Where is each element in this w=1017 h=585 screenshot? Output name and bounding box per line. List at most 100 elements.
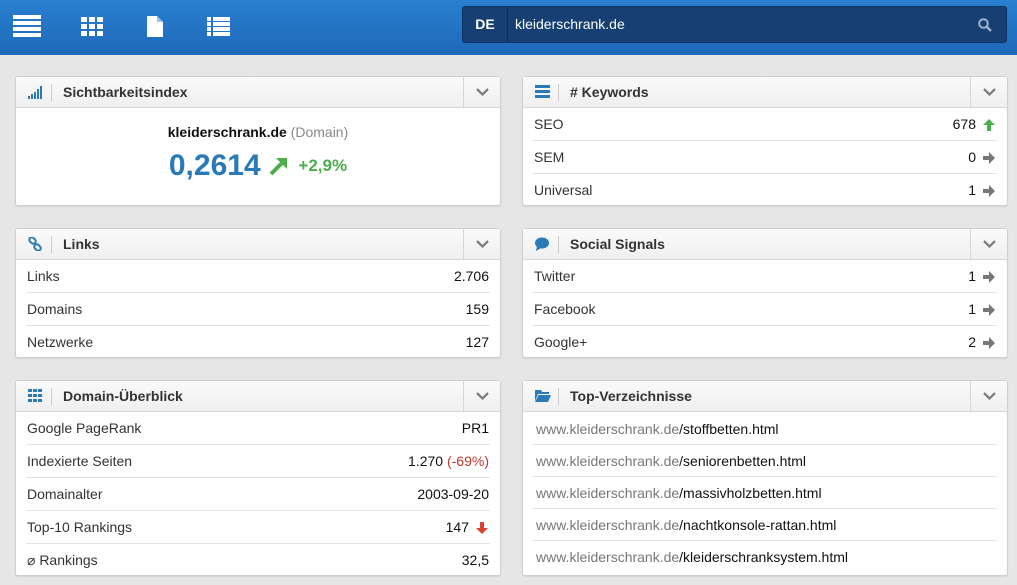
panel-icon: [535, 237, 549, 251]
value: 0: [968, 149, 976, 165]
row-value: PR1: [462, 412, 489, 444]
row-label: Twitter: [534, 268, 576, 284]
search-box[interactable]: DE kleiderschrank.de: [462, 6, 1007, 43]
row-label: Top-10 Rankings: [27, 519, 133, 535]
directory-link[interactable]: www.kleiderschrank.de/stoffbetten.html: [533, 413, 997, 445]
link-host[interactable]: www.kleiderschrank.de: [536, 549, 680, 565]
value-note: (-69%): [446, 453, 489, 469]
data-row[interactable]: Netzwerke 127: [26, 326, 490, 359]
document-icon[interactable]: [147, 16, 163, 37]
link-path[interactable]: /seniorenbetten.html: [679, 453, 807, 469]
link-path[interactable]: /stoffbetten.html: [679, 421, 779, 437]
panel-title: Domain-Überblick: [63, 388, 183, 404]
row-value: 159: [466, 293, 489, 325]
panel-header[interactable]: Links: [16, 229, 500, 260]
panel-header[interactable]: Top-Verzeichnisse: [523, 381, 1007, 412]
panel-body: Links 2.706 Domains 159 Netzwerke 127: [16, 260, 500, 359]
row-label: Universal: [534, 182, 593, 198]
link-path[interactable]: /kleiderschranksystem.html: [679, 549, 848, 565]
directory-link[interactable]: www.kleiderschrank.de/nachtkonsole-ratta…: [533, 509, 997, 541]
row-value: 2: [968, 326, 976, 358]
row-label: Google+: [534, 334, 588, 350]
link-host[interactable]: www.kleiderschrank.de: [536, 485, 680, 501]
value: 2003-09-20: [417, 486, 489, 502]
value: 159: [465, 301, 489, 317]
domain-type: (Domain): [290, 124, 349, 140]
trend-arrow: [982, 151, 996, 168]
value: PR1: [461, 420, 489, 436]
trend-icon: [269, 158, 287, 176]
search-input[interactable]: kleiderschrank.de: [515, 16, 625, 32]
search-icon[interactable]: [978, 18, 992, 32]
row-value: 1: [968, 260, 976, 292]
panel-header[interactable]: Sichtbarkeitsindex: [16, 77, 500, 108]
panel-icon: [535, 85, 550, 98]
value: 2.706: [453, 268, 489, 284]
panel-header[interactable]: # Keywords: [523, 77, 1007, 108]
panel-body: Twitter 1 Facebook 1 Google+ 2: [523, 260, 1007, 359]
data-row[interactable]: SEM 0: [533, 141, 997, 174]
data-row[interactable]: Twitter 1: [533, 260, 997, 293]
trend-arrow: [982, 336, 996, 353]
link-path[interactable]: /nachtkonsole-rattan.html: [679, 517, 837, 533]
value: 1: [968, 268, 976, 284]
row-label: Indexierte Seiten: [27, 453, 133, 469]
data-row[interactable]: Google PageRank PR1: [26, 412, 490, 445]
row-value: 127: [466, 326, 489, 358]
list-icon[interactable]: [207, 17, 230, 37]
directory-link[interactable]: www.kleiderschrank.de/massivholzbetten.h…: [533, 477, 997, 509]
panel-title: Links: [63, 236, 100, 252]
data-row[interactable]: ⌀ Rankings 32,5: [26, 544, 490, 577]
data-row[interactable]: Universal 1: [533, 174, 997, 207]
panel-icon: [28, 389, 42, 402]
row-value: 2003-09-20: [417, 478, 489, 510]
row-value: 147: [446, 511, 469, 543]
panel-body: SEO 678 SEM 0 Universal 1: [523, 108, 1007, 207]
link-host[interactable]: www.kleiderschrank.de: [536, 517, 680, 533]
panel-icon: [28, 86, 42, 99]
link-host[interactable]: www.kleiderschrank.de: [536, 421, 680, 437]
data-row[interactable]: Top-10 Rankings 147: [26, 511, 490, 544]
panel-body: Google PageRank PR1 Indexierte Seiten 1.270…: [16, 412, 500, 577]
row-label: Google PageRank: [27, 420, 142, 436]
trend-arrow: [982, 184, 996, 201]
panel: Links Links 2.706 Domains 159 Netzwerke 127: [15, 228, 501, 358]
link-path[interactable]: /massivholzbetten.html: [679, 485, 822, 501]
index-change: +2,9%: [298, 156, 348, 175]
grid-icon[interactable]: [81, 17, 103, 37]
data-row[interactable]: Domainalter 2003-09-20: [26, 478, 490, 511]
trend-arrow: [982, 118, 996, 135]
directory-link[interactable]: www.kleiderschrank.de/seniorenbetten.htm…: [533, 445, 997, 477]
row-label: SEM: [534, 149, 565, 165]
panel-header[interactable]: Social Signals: [523, 229, 1007, 260]
directory-link[interactable]: www.kleiderschrank.de/kleiderschranksyst…: [533, 541, 997, 573]
panel-body: www.kleiderschrank.de/stoffbetten.html ww…: [523, 412, 1007, 573]
row-value: 1: [968, 174, 976, 206]
panel-header[interactable]: Domain-Überblick: [16, 381, 500, 412]
row-label: ⌀ Rankings: [27, 552, 98, 568]
visibility-value: 0,2614 +2,9%: [16, 149, 500, 183]
panel-title: Sichtbarkeitsindex: [63, 84, 188, 100]
data-row[interactable]: Indexierte Seiten 1.270 (-69%): [26, 445, 490, 478]
trend-arrow: [982, 270, 996, 287]
data-row[interactable]: Facebook 1: [533, 293, 997, 326]
value: 1: [968, 301, 976, 317]
data-row[interactable]: Google+ 2: [533, 326, 997, 359]
data-row[interactable]: Domains 159: [26, 293, 490, 326]
panel: Sichtbarkeitsindex kleiderschrank.de (Do…: [15, 76, 501, 206]
row-label: Links: [27, 268, 60, 284]
domain: kleiderschrank.de: [167, 124, 287, 140]
menu-icon[interactable]: [13, 15, 41, 37]
link-host[interactable]: www.kleiderschrank.de: [536, 453, 680, 469]
panel-title: Top-Verzeichnisse: [570, 388, 692, 404]
data-row[interactable]: Links 2.706: [26, 260, 490, 293]
value: 1.270: [408, 453, 444, 469]
top-bar: DE kleiderschrank.de: [0, 0, 1017, 55]
country-select[interactable]: DE: [463, 7, 508, 42]
panel: Social Signals Twitter 1 Facebook 1 Google+ 2: [522, 228, 1008, 358]
value: 32,5: [461, 552, 489, 568]
value: 1: [968, 182, 976, 198]
data-row[interactable]: SEO 678: [533, 108, 997, 141]
panel-title: # Keywords: [570, 84, 649, 100]
